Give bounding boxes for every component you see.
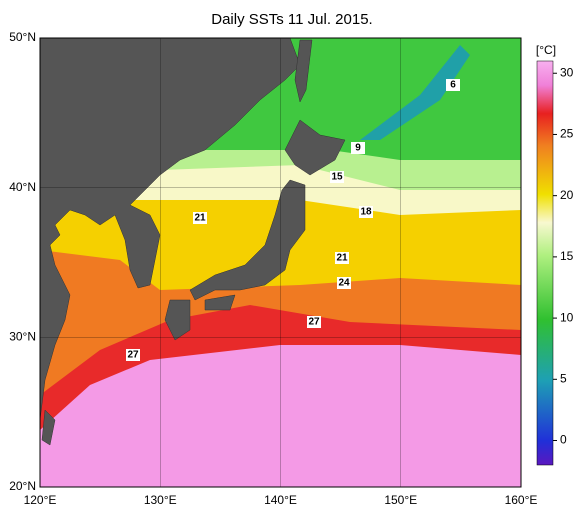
colorbar-tick-label: 30 <box>560 65 574 79</box>
contour-label-box <box>337 277 351 289</box>
contour-label: 27 <box>308 317 320 328</box>
lon-tick-label: 160°E <box>505 493 538 507</box>
contour-label: 21 <box>336 253 348 264</box>
lon-tick-label: 140°E <box>264 493 297 507</box>
contour-label: 27 <box>127 350 139 361</box>
lat-tick-label: 40°N <box>9 180 36 194</box>
contour-label-box <box>446 79 460 91</box>
lat-tick-label: 30°N <box>9 330 36 344</box>
lat-tick-label: 20°N <box>9 479 36 493</box>
colorbar-tick-label: 15 <box>560 249 574 263</box>
contour-label-box <box>193 212 207 224</box>
map-frame <box>39 37 522 488</box>
colorbar-tick-label: 25 <box>560 127 574 141</box>
title: Daily SSTs 11 Jul. 2015. <box>211 11 372 28</box>
contour-label-box <box>126 349 140 361</box>
land <box>40 38 346 446</box>
contour-label-box <box>335 252 349 264</box>
colorbar-tick-label: 0 <box>560 433 567 447</box>
contour-label: 24 <box>338 278 350 289</box>
contour-label: 9 <box>355 143 361 154</box>
lon-tick-label: 120°E <box>24 493 57 507</box>
lon-tick-label: 150°E <box>384 493 417 507</box>
colorbar-unit: [°C] <box>536 43 556 57</box>
cold-zone <box>360 45 470 140</box>
contour-label-box <box>351 142 365 154</box>
contour-label-box <box>330 171 344 183</box>
colorbar-tick-label: 5 <box>560 371 567 385</box>
colorbar <box>536 60 554 466</box>
contour-label: 6 <box>450 80 456 91</box>
contour-label: 21 <box>194 213 206 224</box>
colorbar-tick-label: 10 <box>560 310 574 324</box>
colorbar-tick-label: 20 <box>560 188 574 202</box>
contour-label: 15 <box>331 172 343 183</box>
contour-label-box <box>307 316 321 328</box>
lat-tick-label: 50°N <box>9 30 36 44</box>
contour-label-box <box>359 206 373 218</box>
contour-label: 18 <box>360 207 372 218</box>
lon-tick-label: 130°E <box>144 493 177 507</box>
